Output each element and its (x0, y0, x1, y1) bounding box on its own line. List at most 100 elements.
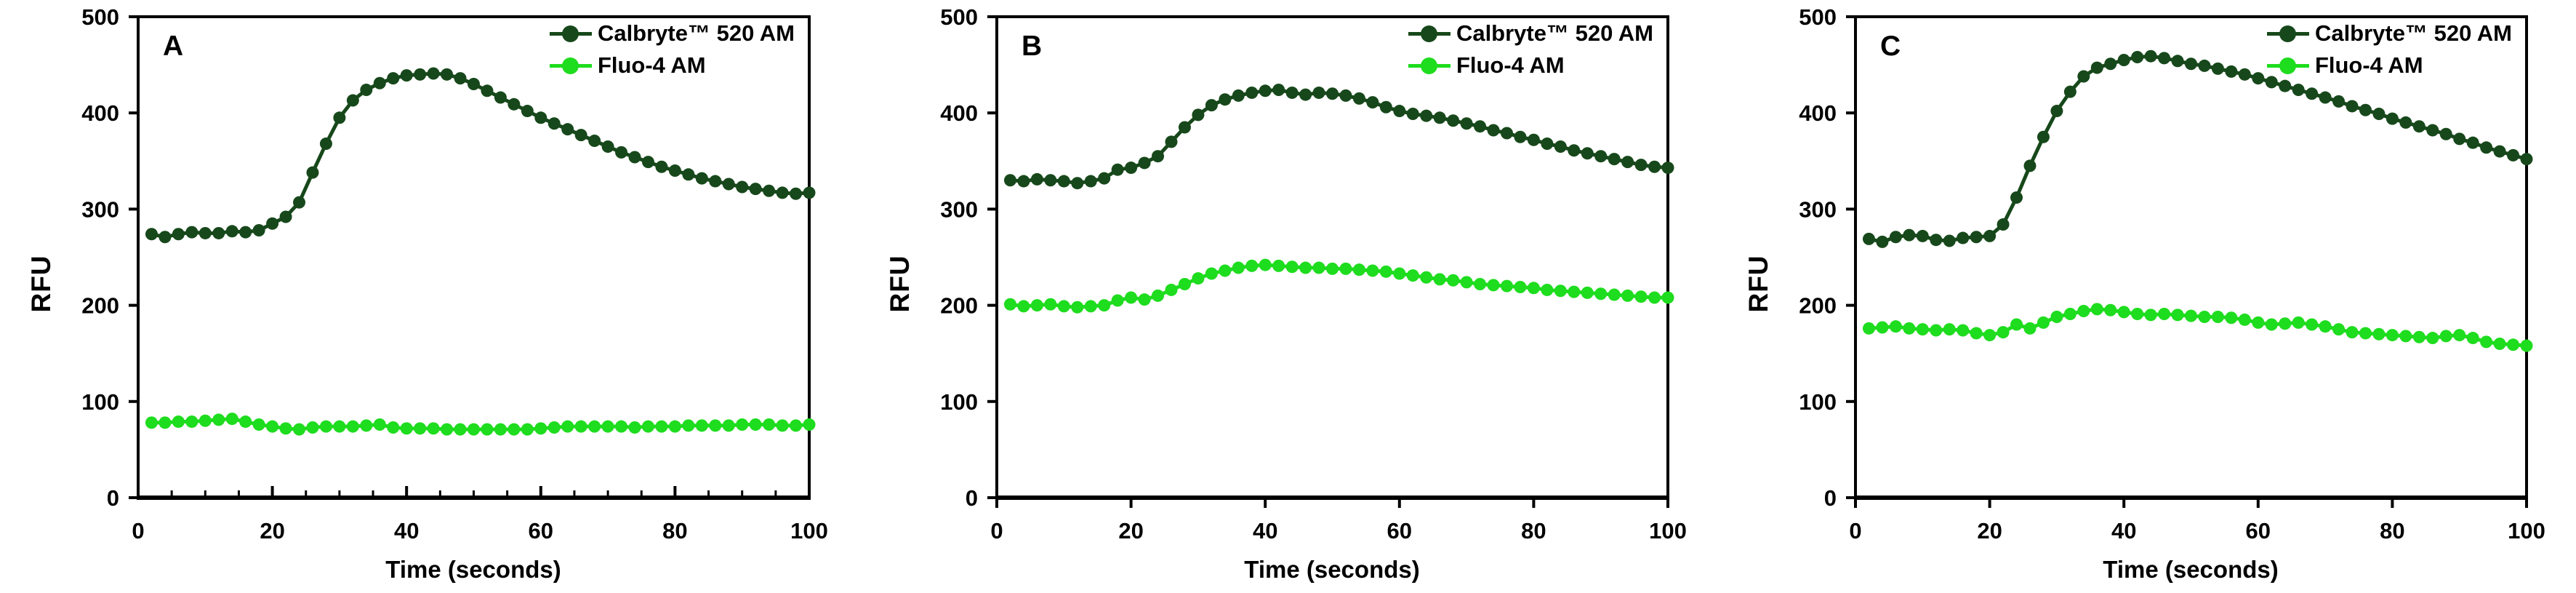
series-marker-fluo4 (2211, 310, 2224, 323)
series-marker-fluo4 (2225, 311, 2238, 325)
x-tick-label: 60 (529, 518, 553, 544)
series-marker-calbryte (2023, 159, 2037, 172)
series-marker-calbryte (1125, 162, 1138, 175)
series-marker-calbryte (360, 83, 373, 96)
chart-c-plot: 0 20 40 60 80 100 0 100 200 300 400 500 (1799, 4, 2545, 544)
series-marker-fluo4 (1862, 322, 1875, 335)
series-marker-fluo4 (615, 420, 628, 433)
series-marker-fluo4 (387, 421, 400, 434)
series-marker-fluo4 (1876, 321, 1889, 334)
series-marker-fluo4 (1943, 323, 1956, 336)
series-marker-fluo4 (1232, 261, 1245, 274)
series-line-calbryte (1868, 54, 2527, 244)
series-marker-fluo4 (2346, 326, 2359, 339)
legend-line-calbryte (1408, 25, 1450, 42)
series-marker-calbryte (1487, 124, 1500, 137)
series-marker-calbryte (1165, 135, 1178, 148)
series-marker-calbryte (1017, 175, 1030, 188)
series-marker-calbryte (2346, 100, 2359, 113)
series-marker-calbryte (1594, 150, 1608, 163)
series-marker-fluo4 (2453, 329, 2466, 342)
legend: Calbryte™ 520 AM Fluo-4 AM (1408, 17, 1653, 81)
series-marker-fluo4 (1017, 300, 1030, 313)
series-marker-calbryte (763, 184, 776, 197)
y-tick-label: 400 (940, 100, 978, 126)
panel-a: 0 20 40 60 80 100 0 100 200 300 400 500 RFU Time (s… (0, 0, 859, 593)
x-tick-label: 100 (2508, 518, 2545, 544)
legend: Calbryte™ 520 AM Fluo-4 AM (549, 17, 795, 81)
series-marker-calbryte (2198, 59, 2211, 72)
series-marker-calbryte (790, 187, 803, 200)
series-marker-calbryte (1003, 174, 1016, 187)
series-marker-calbryte (655, 160, 668, 173)
series-marker-fluo4 (2386, 329, 2399, 342)
series-marker-fluo4 (2507, 338, 2520, 351)
series-marker-calbryte (387, 72, 400, 85)
x-tick-label: 100 (790, 518, 828, 544)
series-marker-calbryte (1997, 218, 2010, 231)
series-marker-calbryte (1581, 147, 1594, 160)
y-tick-label: 200 (1799, 293, 1837, 319)
series-marker-fluo4 (373, 418, 386, 431)
series-marker-calbryte (722, 178, 735, 191)
y-tick-label: 400 (81, 100, 119, 126)
series-marker-fluo4 (2010, 318, 2023, 331)
series-marker-calbryte (1071, 177, 1084, 190)
series-marker-fluo4 (1983, 329, 1997, 342)
x-tick-label: 0 (132, 518, 144, 544)
series-marker-calbryte (2412, 120, 2425, 133)
series-marker-calbryte (2104, 57, 2117, 71)
series-marker-fluo4 (1057, 300, 1070, 313)
series-marker-calbryte (1272, 83, 1285, 96)
series-marker-fluo4 (2131, 307, 2144, 320)
series-marker-fluo4 (2426, 332, 2439, 345)
series-marker-calbryte (1232, 89, 1245, 102)
series-line-calbryte (1010, 87, 1669, 186)
series-marker-fluo4 (1178, 278, 1191, 291)
series-marker-fluo4 (279, 422, 292, 435)
series-marker-fluo4 (736, 418, 749, 431)
series-marker-fluo4 (1165, 283, 1178, 296)
x-tick-label: 100 (1649, 518, 1687, 544)
chart-a-plot: 0 20 40 60 80 100 0 100 200 300 400 500 (81, 4, 828, 544)
legend-marker-fluo4 (2279, 57, 2297, 74)
series-marker-fluo4 (749, 418, 762, 431)
series-marker-calbryte (776, 186, 789, 199)
series-marker-fluo4 (1608, 288, 1621, 301)
series-marker-calbryte (1514, 130, 1527, 143)
series-marker-fluo4 (2520, 339, 2533, 352)
series-marker-fluo4 (1098, 299, 1111, 312)
series-marker-calbryte (1044, 174, 1057, 187)
series-marker-calbryte (346, 94, 359, 107)
series-marker-fluo4 (1889, 320, 1902, 333)
series-marker-calbryte (507, 97, 521, 111)
series-marker-fluo4 (1447, 274, 1460, 287)
series-marker-fluo4 (1272, 259, 1285, 272)
series-marker-fluo4 (172, 415, 185, 429)
x-tick-label: 80 (2380, 518, 2404, 544)
series-marker-calbryte (1205, 99, 1218, 112)
series-marker-fluo4 (266, 420, 279, 433)
series-marker-fluo4 (400, 422, 413, 435)
series-marker-fluo4 (2090, 303, 2103, 316)
series-marker-fluo4 (1326, 262, 1339, 275)
series-marker-fluo4 (2279, 317, 2292, 330)
series-marker-fluo4 (2319, 320, 2332, 333)
series-marker-fluo4 (333, 420, 346, 433)
panel-b: 0 20 40 60 80 100 0 100 200 300 400 500 RFU Time (s… (859, 0, 1717, 593)
legend-label-calbryte: Calbryte™ 520 AM (597, 20, 795, 46)
series-marker-calbryte (494, 91, 507, 104)
series-marker-fluo4 (346, 420, 359, 433)
series-marker-calbryte (561, 123, 574, 136)
series-marker-fluo4 (212, 413, 225, 426)
series-marker-fluo4 (2171, 309, 2184, 322)
series-marker-calbryte (2399, 116, 2412, 129)
series-marker-calbryte (1406, 108, 1419, 121)
x-tick-label: 40 (2111, 518, 2136, 544)
series-marker-fluo4 (306, 421, 319, 434)
series-marker-calbryte (1876, 235, 1889, 248)
series-marker-calbryte (2117, 53, 2130, 66)
series-marker-fluo4 (628, 421, 641, 434)
series-marker-fluo4 (494, 423, 507, 436)
y-tick-label: 100 (1799, 389, 1837, 415)
